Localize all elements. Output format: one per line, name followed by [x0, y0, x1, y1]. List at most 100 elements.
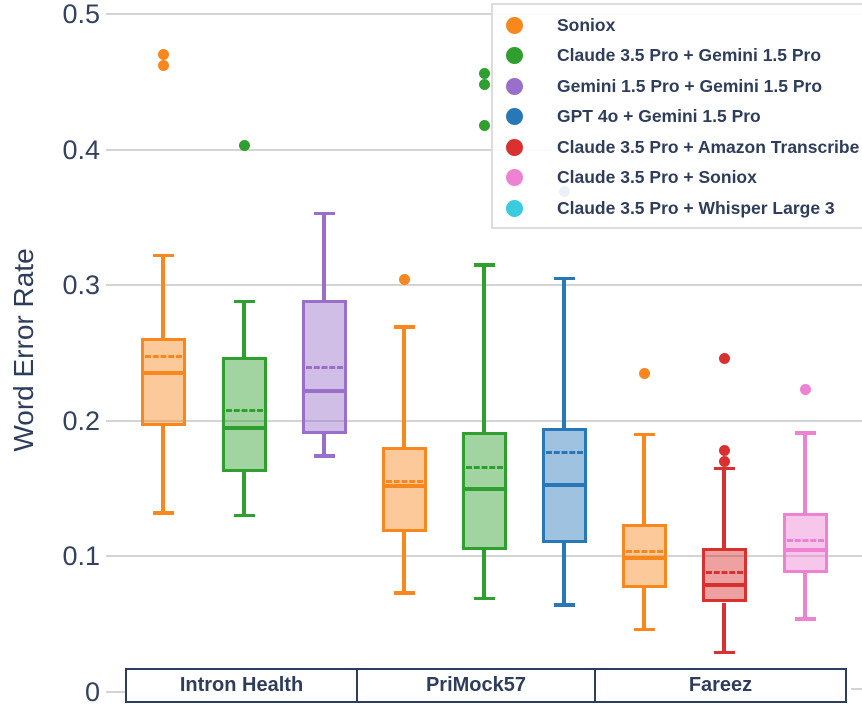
- legend-item[interactable]: Claude 3.5 Pro + Soniox: [506, 163, 862, 194]
- median-line: [782, 547, 828, 552]
- whisker-lower: [722, 602, 726, 653]
- y-tick-label: 0.5: [62, 0, 100, 29]
- legend: Soniox Claude 3.5 Pro + Gemini 1.5 Pro Gem…: [491, 3, 862, 229]
- whisker-cap-top: [393, 325, 415, 329]
- whisker-cap-bottom: [633, 627, 655, 632]
- whisker-upper: [642, 434, 646, 524]
- legend-marker-dot: [506, 16, 523, 34]
- legend-item-label: Claude 3.5 Pro + Amazon Transcribe: [557, 136, 860, 157]
- whisker-cap-top: [233, 299, 255, 304]
- legend-item[interactable]: Claude 3.5 Pro + Amazon Transcribe: [506, 132, 862, 163]
- whisker-cap-bottom: [313, 454, 335, 458]
- mean-line: [305, 365, 343, 369]
- outlier-dot: [478, 68, 490, 80]
- mean-line: [545, 451, 583, 455]
- whisker-cap-bottom: [152, 511, 174, 515]
- whisker-upper: [161, 255, 165, 339]
- whisker-cap-top: [152, 253, 174, 258]
- gridline-y-0.5: [106, 13, 862, 15]
- y-tick-label: 0.2: [62, 405, 100, 436]
- box-iqr: [140, 338, 186, 427]
- whisker-upper: [562, 278, 566, 428]
- legend-marker-dot: [506, 138, 523, 156]
- legend-marker-dot: [506, 199, 523, 217]
- whisker-upper: [482, 264, 486, 432]
- whisker-lower: [322, 434, 326, 457]
- outlier-dot: [718, 445, 730, 457]
- x-axis-group-labels: Intron Health PriMock57 Fareez: [125, 668, 847, 703]
- legend-marker-dot: [506, 77, 523, 95]
- box-iqr: [701, 548, 747, 603]
- legend-item[interactable]: Soniox: [506, 10, 862, 41]
- outlier-dot: [718, 455, 730, 467]
- whisker-lower: [482, 549, 486, 599]
- legend-marker-dot: [506, 108, 523, 126]
- whisker-cap-bottom: [393, 591, 415, 595]
- box-iqr: [461, 431, 507, 550]
- outlier-dot: [638, 367, 650, 379]
- median-line: [221, 425, 267, 430]
- whisker-cap-top: [794, 431, 816, 435]
- whisker-cap-bottom: [473, 596, 495, 601]
- outlier-dot: [799, 384, 811, 396]
- legend-item[interactable]: Gemini 1.5 Pro + Gemini 1.5 Pro: [506, 71, 862, 102]
- median-line: [381, 483, 427, 488]
- legend-item-label: GPT 4o + Gemini 1.5 Pro: [557, 106, 761, 127]
- box-iqr: [621, 523, 667, 588]
- whisker-lower: [803, 572, 807, 619]
- mean-line: [465, 466, 503, 470]
- y-tick-label: 0.3: [62, 270, 100, 301]
- mean-line: [385, 479, 423, 483]
- whisker-lower: [562, 542, 566, 606]
- mean-line: [225, 409, 263, 413]
- outlier-dot: [398, 274, 410, 286]
- y-tick-label: 0.4: [62, 134, 100, 165]
- whisker-lower: [161, 426, 165, 513]
- legend-marker-dot: [506, 47, 523, 65]
- box-iqr: [782, 513, 828, 573]
- whisker-cap-top: [553, 276, 575, 281]
- outlier-dot: [478, 79, 490, 90]
- whisker-cap-bottom: [794, 617, 816, 621]
- x-group-label: Intron Health: [125, 668, 358, 703]
- whisker-lower: [402, 531, 406, 593]
- outlier-dot: [157, 60, 169, 72]
- gridline-y-0.4: [106, 148, 862, 151]
- whisker-cap-top: [713, 466, 735, 470]
- x-axis-tick-left: [106, 691, 125, 693]
- median-line: [301, 388, 347, 393]
- median-line: [621, 555, 667, 560]
- box-iqr: [381, 446, 427, 532]
- whisker-upper: [242, 301, 246, 358]
- legend-item-label: Claude 3.5 Pro + Soniox: [557, 167, 757, 188]
- median-line: [461, 486, 507, 491]
- legend-item-label: Claude 3.5 Pro + Whisper Large 3: [557, 197, 835, 218]
- y-tick-label: 0: [84, 677, 100, 707]
- box-iqr: [221, 357, 267, 473]
- whisker-upper: [803, 433, 807, 513]
- legend-item-label: Gemini 1.5 Pro + Gemini 1.5 Pro: [557, 75, 823, 96]
- whisker-cap-bottom: [713, 650, 735, 655]
- legend-item-label: Claude 3.5 Pro + Gemini 1.5 Pro: [557, 45, 822, 66]
- outlier-dot: [718, 352, 730, 364]
- whisker-upper: [322, 213, 326, 301]
- whisker-cap-top: [473, 263, 495, 267]
- outlier-dot: [157, 49, 169, 61]
- y-axis-title: Word Error Rate: [8, 248, 39, 452]
- whisker-upper: [402, 327, 406, 447]
- mean-line: [144, 355, 182, 359]
- legend-item[interactable]: Claude 3.5 Pro + Whisper Large 3: [506, 193, 862, 224]
- x-group-label: Fareez: [594, 668, 847, 703]
- outlier-dot: [238, 140, 250, 152]
- mean-line: [625, 550, 663, 554]
- y-tick-label: 0.1: [62, 541, 100, 572]
- whisker-cap-top: [633, 432, 655, 437]
- median-line: [140, 371, 186, 376]
- mean-line: [786, 539, 824, 543]
- legend-item-label: Soniox: [557, 14, 616, 35]
- whisker-cap-bottom: [553, 603, 575, 607]
- x-group-label: PriMock57: [355, 668, 597, 703]
- legend-item[interactable]: GPT 4o + Gemini 1.5 Pro: [506, 102, 862, 133]
- legend-item[interactable]: Claude 3.5 Pro + Gemini 1.5 Pro: [506, 41, 862, 72]
